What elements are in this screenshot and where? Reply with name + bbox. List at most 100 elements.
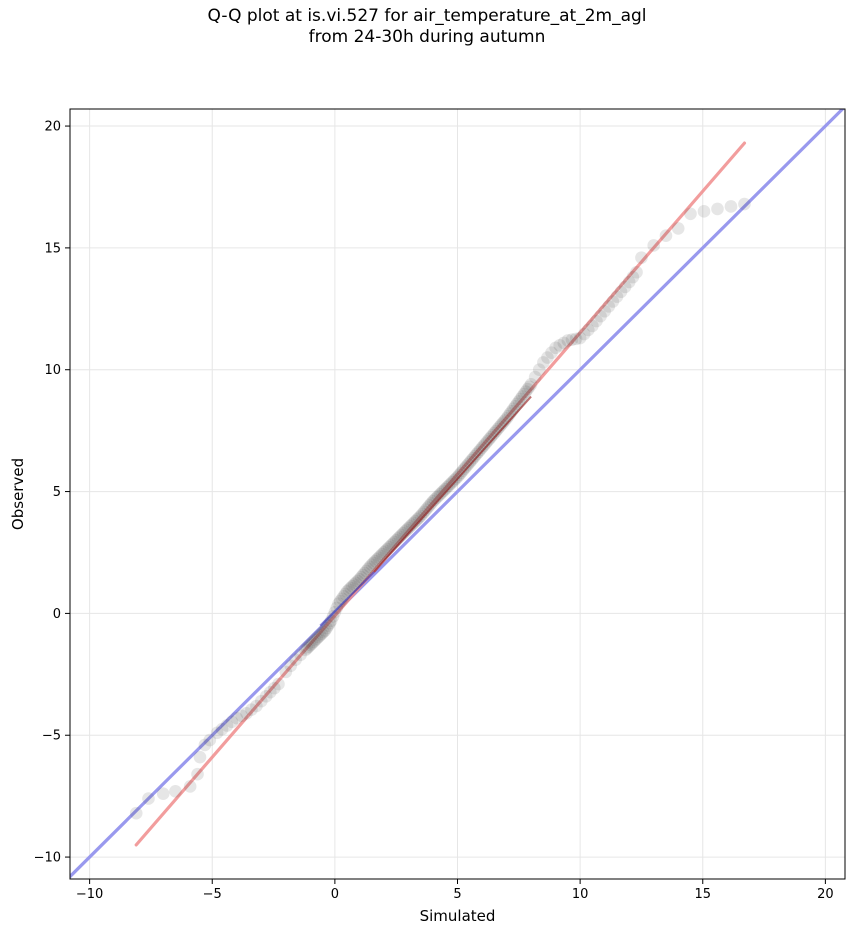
qq-point — [414, 509, 428, 523]
upper-core-segment — [373, 395, 532, 573]
qq-point — [142, 792, 155, 805]
y-tick-label: 5 — [53, 485, 61, 500]
x-axis-label: Simulated — [420, 907, 496, 925]
qq-point — [553, 339, 566, 352]
qq-point — [379, 544, 392, 558]
qq-point — [426, 495, 440, 508]
qq-point — [445, 475, 459, 489]
qq-point — [245, 703, 258, 716]
qq-point — [430, 491, 443, 505]
qq-point — [532, 363, 546, 377]
qq-point — [461, 458, 475, 471]
qq-point — [452, 468, 466, 482]
qq-point — [521, 382, 534, 396]
y-tick-label: −10 — [34, 851, 61, 866]
qq-point — [486, 428, 499, 442]
qq-point — [519, 385, 533, 398]
lower-core-segment — [319, 571, 375, 627]
qq-point — [545, 346, 558, 359]
qq-point — [473, 443, 487, 457]
x-tick-label: 10 — [572, 887, 589, 902]
qq-point — [259, 689, 273, 703]
qq-point — [528, 370, 542, 384]
qq-point — [312, 630, 325, 644]
qq-point — [156, 787, 170, 801]
qq-point — [671, 222, 685, 235]
qq-point — [541, 351, 554, 364]
qq-point — [514, 392, 527, 406]
qq-point — [250, 699, 263, 713]
y-tick-label: 15 — [44, 241, 61, 256]
qq-point — [557, 336, 571, 350]
qq-point — [320, 621, 333, 635]
qq-point — [235, 709, 248, 723]
qq-point — [300, 642, 314, 655]
qq-point — [198, 738, 212, 752]
qq-point — [410, 513, 424, 526]
qq-point — [516, 390, 529, 403]
qq-point — [370, 553, 384, 566]
qq-point — [268, 681, 281, 695]
qq-point — [659, 229, 673, 243]
qq-point — [582, 323, 595, 337]
plot-area — [70, 109, 845, 879]
qq-point — [424, 497, 438, 510]
qq-point — [409, 514, 422, 528]
qq-point — [594, 309, 607, 323]
qq-point — [573, 331, 587, 345]
qq-point — [294, 648, 307, 662]
qq-point — [444, 477, 457, 491]
qq-point — [491, 422, 505, 436]
qq-point — [477, 439, 491, 452]
qq-point — [129, 806, 143, 820]
qq-point — [494, 418, 508, 432]
qq-point — [272, 677, 285, 691]
qq-point — [405, 518, 419, 531]
qq-point — [493, 420, 506, 434]
qq-point — [447, 474, 461, 487]
qq-point — [225, 715, 239, 729]
qq-point — [569, 332, 583, 346]
qq-point — [586, 319, 599, 333]
qq-point — [738, 197, 751, 211]
y-tick-label: −5 — [42, 729, 61, 744]
qq-point — [220, 719, 234, 732]
qq-point — [602, 300, 616, 313]
qq-point — [372, 551, 385, 565]
qq-point — [561, 334, 575, 347]
qq-point — [423, 499, 436, 512]
chart-title-line-2: from 24-30h during autumn — [308, 27, 546, 47]
qq-point — [412, 511, 426, 524]
x-tick-label: 15 — [694, 887, 711, 902]
qq-point — [377, 546, 391, 559]
qq-point — [480, 435, 494, 448]
qq-point — [489, 424, 503, 438]
qq-point — [517, 387, 531, 401]
qq-point — [284, 659, 298, 673]
qq-point — [456, 464, 470, 477]
qq-point — [421, 501, 435, 514]
qq-point — [367, 556, 380, 570]
qq-point — [317, 625, 330, 639]
qq-point — [263, 685, 277, 699]
x-tick-label: −10 — [76, 887, 103, 902]
y-tick-label: 0 — [53, 607, 61, 622]
qq-point — [437, 484, 450, 498]
qq-point — [215, 722, 229, 736]
qq-point — [428, 493, 442, 506]
qq-point — [484, 430, 498, 444]
qq-point — [472, 445, 485, 459]
qq-point — [407, 516, 421, 530]
grid — [70, 109, 845, 879]
chart-title-line-1: Q-Q plot at is.vi.527 for air_temperatur… — [207, 6, 647, 26]
qq-point — [482, 433, 496, 446]
qq-point — [466, 451, 480, 465]
qq-point — [310, 632, 324, 645]
x-tick-label: 20 — [817, 887, 834, 902]
qq-point — [537, 356, 550, 369]
qq-point — [458, 462, 471, 475]
qq-point — [302, 640, 316, 654]
qq-point — [610, 290, 624, 303]
qq-point — [577, 327, 591, 341]
qq-point — [417, 505, 431, 519]
